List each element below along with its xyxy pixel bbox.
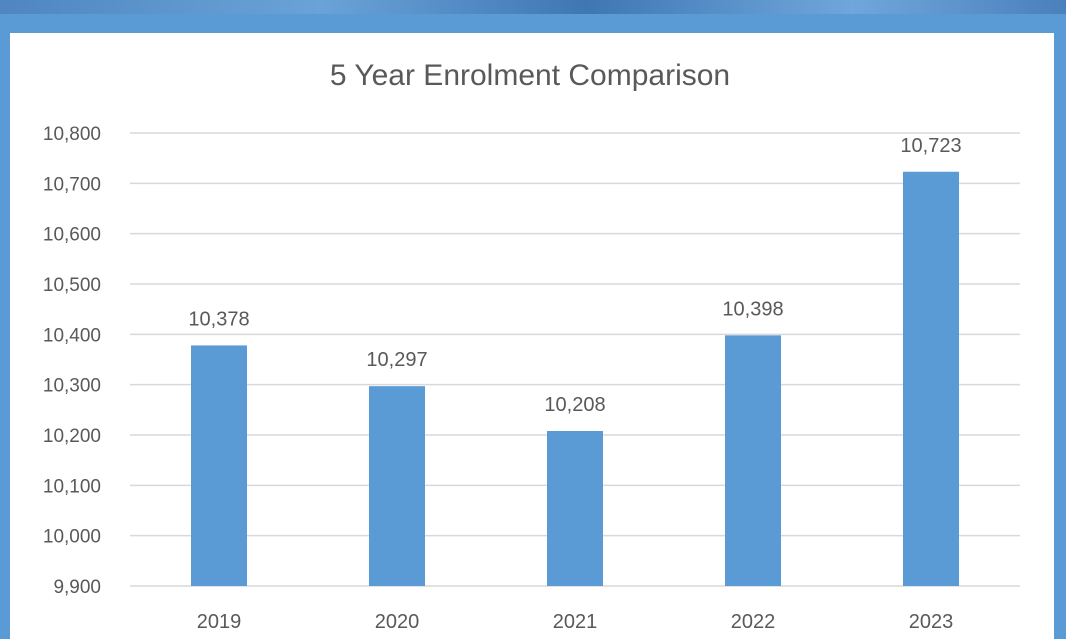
bar-2020 bbox=[369, 386, 425, 586]
y-axis-ticks: 9,900 10,000 10,100 10,200 10,300 10,400 10,50… bbox=[43, 124, 101, 598]
bar-2022 bbox=[725, 335, 781, 586]
y-tick-label: 10,600 bbox=[43, 225, 101, 246]
data-label-2021: 10,208 bbox=[544, 394, 605, 416]
x-axis-ticks: 2019 2020 2021 2022 2023 bbox=[197, 611, 954, 633]
x-tick-label-2021: 2021 bbox=[553, 611, 598, 633]
bar-2019 bbox=[191, 345, 247, 586]
bar-chart: 5 Year Enrolment Comparison 9,900 10,000 1… bbox=[43, 59, 1020, 633]
data-label-2022: 10,398 bbox=[722, 298, 783, 320]
y-tick-label: 10,300 bbox=[43, 376, 101, 397]
data-label-2020: 10,297 bbox=[366, 349, 427, 371]
y-tick-label: 9,900 bbox=[53, 577, 101, 598]
background-band bbox=[0, 0, 1066, 14]
y-tick-label: 10,400 bbox=[43, 325, 101, 346]
bar-2021 bbox=[547, 430, 603, 586]
y-tick-label: 10,000 bbox=[43, 527, 101, 548]
x-tick-label-2022: 2022 bbox=[731, 611, 776, 633]
bars bbox=[191, 171, 959, 587]
y-tick-label: 10,200 bbox=[43, 426, 101, 447]
y-tick-label: 10,500 bbox=[43, 275, 101, 296]
y-tick-label: 10,800 bbox=[43, 124, 101, 145]
bar-2023 bbox=[903, 171, 959, 587]
x-tick-label-2019: 2019 bbox=[197, 611, 242, 633]
gridlines bbox=[130, 132, 1020, 587]
data-label-2023: 10,723 bbox=[900, 135, 961, 157]
data-labels: 10,378 10,297 10,208 10,398 10,723 bbox=[188, 135, 961, 416]
chart-title: 5 Year Enrolment Comparison bbox=[330, 59, 730, 92]
x-tick-label-2023: 2023 bbox=[909, 611, 954, 633]
y-tick-label: 10,100 bbox=[43, 476, 101, 497]
y-tick-label: 10,700 bbox=[43, 174, 101, 195]
x-tick-label-2020: 2020 bbox=[375, 611, 420, 633]
data-label-2019: 10,378 bbox=[188, 308, 249, 330]
chart-panel: 5 Year Enrolment Comparison 9,900 10,000 1… bbox=[10, 33, 1054, 639]
